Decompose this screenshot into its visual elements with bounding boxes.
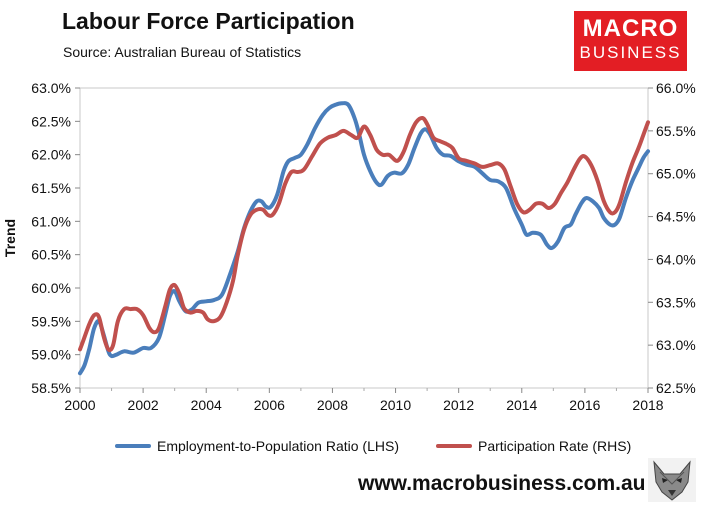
x-tick-label: 2010 — [380, 397, 411, 413]
x-tick-label: 2008 — [317, 397, 348, 413]
x-tick-label: 2000 — [64, 397, 95, 413]
right-y-tick-label: 65.5% — [656, 123, 696, 139]
legend-swatch-participation — [436, 444, 472, 448]
left-y-tick-label: 60.5% — [31, 247, 71, 263]
chart-legend: Employment-to-Population Ratio (LHS) Par… — [0, 438, 723, 458]
legend-swatch-employment — [115, 444, 151, 448]
chart-source: Source: Australian Bureau of Statistics — [63, 44, 302, 60]
x-tick-label: 2016 — [569, 397, 600, 413]
logo-line-2: BUSINESS — [579, 43, 682, 62]
legend-label-employment: Employment-to-Population Ratio (LHS) — [157, 438, 399, 454]
x-tick-label: 2004 — [191, 397, 222, 413]
left-y-tick-label: 61.0% — [31, 213, 71, 229]
left-y-tick-label: 59.5% — [31, 313, 71, 329]
x-tick-label: 2006 — [254, 397, 285, 413]
series-line-employment — [78, 101, 650, 376]
right-y-tick-label: 63.0% — [656, 337, 696, 353]
right-y-tick-label: 64.0% — [656, 251, 696, 267]
page-title: Labour Force Participation — [62, 8, 355, 34]
x-tick-label: 2012 — [443, 397, 474, 413]
x-tick-label: 2018 — [632, 397, 663, 413]
logo-line-1: MACRO — [582, 15, 679, 42]
left-y-tick-label: 62.5% — [31, 113, 71, 129]
legend-label-participation: Participation Rate (RHS) — [478, 438, 632, 454]
left-y-tick-label: 62.0% — [31, 147, 71, 163]
right-y-tick-label: 65.0% — [656, 166, 696, 182]
left-y-tick-label: 61.5% — [31, 180, 71, 196]
wolf-head-icon — [648, 458, 696, 502]
x-tick-label: 2002 — [128, 397, 159, 413]
y-axis-label: Trend — [2, 219, 18, 257]
series-lines — [78, 101, 650, 376]
legend-item-employment: Employment-to-Population Ratio (LHS) — [115, 438, 399, 454]
left-y-tick-label: 60.0% — [31, 280, 71, 296]
website-url: www.macrobusiness.com.au — [358, 472, 646, 495]
left-y-tick-label: 58.5% — [31, 380, 71, 396]
x-tick-label: 2014 — [506, 397, 537, 413]
plot-area — [79, 87, 649, 389]
left-y-axis: 58.5% 59.0% 59.5% 60.0% 60.5% 61.0% 61.5% 62.0%… — [31, 80, 80, 396]
left-y-tick-label: 63.0% — [31, 80, 71, 96]
x-axis: 2000 2002 2004 2006 2008 2010 2012 2014 2016 2018 — [64, 388, 664, 413]
macrobusiness-logo: MACRO BUSINESS — [574, 11, 687, 71]
series-line-participation — [78, 115, 650, 353]
legend-item-participation: Participation Rate (RHS) — [436, 438, 631, 454]
right-y-tick-label: 62.5% — [656, 380, 696, 396]
right-y-axis: 62.5% 63.0% 63.5% 64.0% 64.5% 65.0% 65.5% 66.0% — [648, 80, 696, 396]
right-y-tick-label: 63.5% — [656, 294, 696, 310]
left-y-tick-label: 59.0% — [31, 347, 71, 363]
right-y-tick-label: 64.5% — [656, 209, 696, 225]
right-y-tick-label: 66.0% — [656, 80, 696, 96]
